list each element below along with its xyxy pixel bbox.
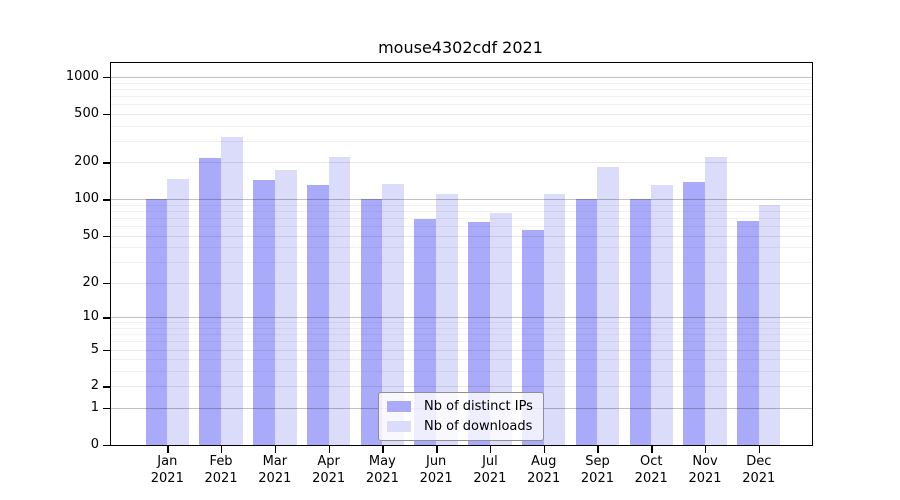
legend-swatch-ips — [387, 401, 411, 412]
bar-oct-ips — [629, 198, 652, 445]
y-tick-mark-50 — [103, 235, 110, 237]
y-tick-mark-200 — [103, 162, 110, 164]
bar-mar-ips — [253, 179, 275, 445]
y-tick-mark-100 — [103, 199, 110, 201]
legend-item-distinct-ips: Nb of distinct IPs — [387, 399, 533, 414]
x-tick-mark-jul — [489, 446, 492, 453]
bar-mar-downloads — [274, 170, 297, 445]
x-tick-label-jan: Jan 2021 — [150, 454, 184, 486]
bar-feb-ips — [199, 158, 222, 445]
y-tick-label-500: 500 — [74, 105, 99, 121]
x-tick-label-mar: Mar 2021 — [258, 454, 292, 486]
legend-swatch-downloads — [387, 421, 411, 432]
y-tick-mark-2 — [103, 386, 110, 388]
x-tick-label-jun: Jun 2021 — [419, 454, 453, 486]
y-tick-mark-1000 — [103, 76, 110, 79]
bar-nov-downloads — [705, 157, 727, 445]
bar-dec-downloads — [758, 204, 781, 445]
x-tick-label-dec: Dec 2021 — [742, 454, 776, 486]
x-tick-label-oct: Oct 2021 — [634, 454, 668, 486]
y-tick-mark-20 — [103, 282, 110, 285]
x-tick-mark-apr — [328, 446, 330, 453]
x-tick-mark-sep — [597, 446, 599, 453]
x-tick-mark-feb — [221, 446, 223, 453]
x-tick-mark-oct — [651, 446, 653, 453]
y-tick-label-10: 10 — [82, 309, 99, 325]
bars-layer — [111, 63, 812, 445]
y-tick-mark-10 — [103, 317, 110, 319]
legend-item-downloads: Nb of downloads — [387, 419, 533, 434]
y-tick-label-1000: 1000 — [65, 68, 99, 84]
y-tick-mark-5 — [103, 349, 110, 351]
x-tick-mark-dec — [758, 446, 761, 453]
y-tick-mark-1 — [103, 408, 110, 410]
x-tick-mark-may — [382, 446, 384, 453]
chart-title: mouse4302cdf 2021 — [378, 38, 543, 57]
bar-jun-downloads — [436, 194, 458, 445]
y-tick-label-200: 200 — [74, 154, 99, 170]
bar-dec-ips — [737, 220, 759, 445]
bar-jun-ips — [414, 218, 437, 445]
x-tick-mark-nov — [705, 446, 707, 453]
bar-may-ips — [360, 199, 383, 445]
legend: Nb of distinct IPs Nb of downloads — [378, 392, 544, 441]
bar-oct-downloads — [651, 185, 673, 445]
bar-jul-ips — [468, 221, 490, 445]
bar-apr-ips — [306, 184, 329, 445]
legend-label-ips: Nb of distinct IPs — [424, 399, 533, 414]
x-tick-label-feb: Feb 2021 — [204, 454, 238, 486]
bar-may-downloads — [382, 184, 405, 445]
bar-aug-downloads — [543, 193, 566, 445]
bar-feb-downloads — [221, 137, 243, 445]
y-tick-label-50: 50 — [82, 227, 99, 243]
y-tick-label-100: 100 — [74, 191, 99, 207]
legend-label-downloads: Nb of downloads — [424, 419, 533, 434]
x-tick-mark-jan — [167, 446, 169, 453]
y-tick-mark-500 — [103, 113, 110, 116]
bar-aug-ips — [521, 229, 544, 445]
bar-jan-ips — [145, 199, 168, 445]
x-tick-label-apr: Apr 2021 — [312, 454, 346, 486]
x-tick-mark-mar — [274, 446, 277, 453]
y-tick-label-5: 5 — [90, 341, 99, 357]
x-tick-label-may: May 2021 — [365, 454, 399, 486]
x-tick-label-aug: Aug 2021 — [527, 454, 561, 486]
bar-jan-downloads — [167, 178, 189, 445]
y-tick-label-0: 0 — [90, 437, 99, 452]
y-tick-label-20: 20 — [82, 274, 99, 290]
bar-apr-downloads — [328, 157, 351, 445]
bar-sep-downloads — [597, 166, 620, 445]
bar-sep-ips — [575, 199, 598, 445]
y-tick-label-1: 1 — [90, 400, 99, 416]
plot-area: 0 1 2 5 10 20 50 100 200 500 1000 Jan 2021 Feb 2021 M… — [66, 62, 813, 486]
x-tick-label-nov: Nov 2021 — [688, 454, 722, 486]
y-tick-label-2: 2 — [90, 378, 99, 394]
x-tick-mark-aug — [543, 446, 546, 453]
bar-nov-ips — [683, 182, 705, 445]
x-tick-label-sep: Sep 2021 — [580, 454, 614, 486]
y-tick-mark-0 — [103, 445, 110, 447]
bar-jul-downloads — [489, 212, 512, 445]
x-tick-mark-jun — [436, 446, 438, 453]
x-tick-label-jul: Jul 2021 — [473, 454, 507, 486]
